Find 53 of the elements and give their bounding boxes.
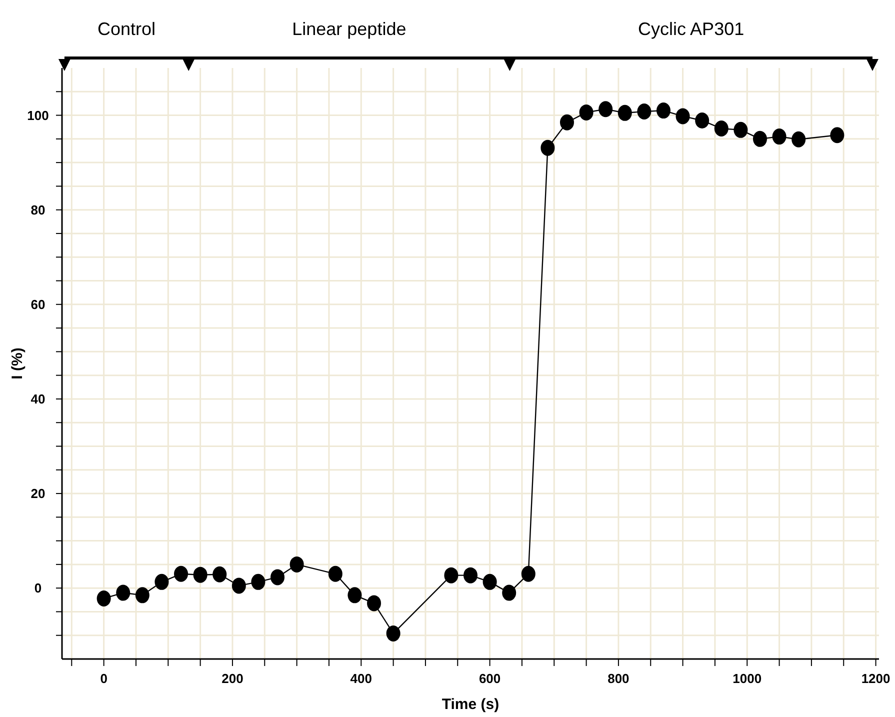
point: [502, 584, 516, 601]
x-tick-label: 200: [222, 671, 244, 686]
point: [348, 587, 362, 604]
text: Cyclic AP301: [638, 19, 744, 39]
point: [734, 122, 748, 138]
point: [656, 102, 670, 119]
point: [560, 114, 574, 130]
point: [193, 566, 208, 583]
point: [154, 574, 169, 590]
text: Control: [98, 19, 156, 39]
y-axis-title: I (%): [9, 348, 26, 380]
point: [792, 131, 806, 148]
point: [618, 104, 632, 121]
point: [135, 587, 150, 604]
point: [598, 101, 613, 118]
x-axis-title: Time (s): [442, 696, 500, 713]
point: [676, 108, 690, 124]
x-tick-label: 0: [100, 671, 108, 686]
point: [714, 120, 728, 137]
point: [637, 104, 652, 120]
point: [540, 140, 555, 156]
x-tick-label: 600: [478, 671, 501, 686]
point: [772, 128, 786, 145]
y-tick-label: 100: [27, 108, 49, 123]
point: [482, 574, 497, 590]
point: [232, 578, 246, 594]
x-tick-label: 1000: [732, 671, 762, 686]
point: [367, 595, 382, 612]
y-tick-label: 0: [34, 580, 42, 596]
y-tick-label: 60: [30, 296, 46, 312]
point: [752, 130, 767, 147]
point: [444, 567, 458, 584]
point: [116, 584, 130, 601]
point: [270, 569, 285, 586]
point: [464, 567, 478, 584]
x-tick-label: 1200: [861, 671, 890, 686]
x-tick-label: 800: [608, 671, 630, 686]
point: [290, 556, 304, 572]
point: [174, 566, 188, 582]
point: [830, 127, 844, 144]
point: [328, 566, 342, 582]
y-tick-label: 40: [30, 391, 46, 406]
point: [96, 590, 111, 606]
point: [251, 574, 266, 590]
y-tick-label: 80: [30, 202, 46, 218]
point: [695, 112, 710, 128]
y-tick-label: 20: [30, 486, 46, 502]
text: Linear peptide: [292, 19, 406, 39]
point: [212, 566, 227, 582]
point: [521, 566, 536, 582]
x-tick-label: 400: [350, 671, 372, 686]
point: [386, 625, 400, 642]
point: [579, 104, 594, 120]
